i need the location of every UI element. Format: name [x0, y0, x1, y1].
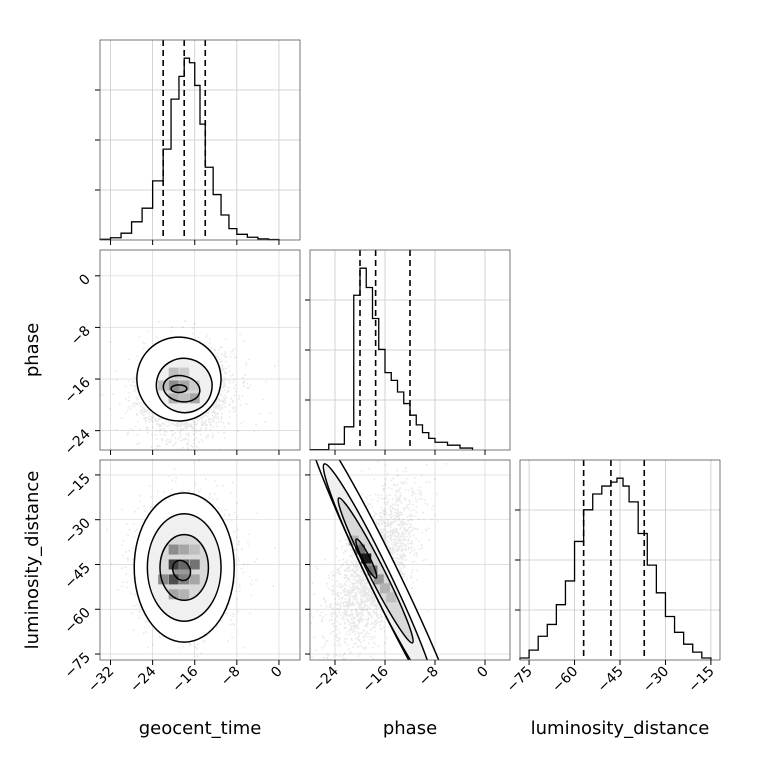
density-cell — [355, 544, 365, 555]
density-cell — [168, 574, 179, 585]
density-cell — [179, 393, 190, 404]
density-cell — [348, 535, 359, 546]
histogram-bars-geocent_time — [99, 57, 280, 241]
density-cell — [189, 574, 200, 585]
histogram-bars-phase — [309, 267, 474, 451]
density-cell — [168, 393, 179, 404]
y-axis-title-phase: phase — [22, 323, 43, 377]
density-cell — [189, 544, 200, 555]
scatter-1-frame — [99, 459, 301, 661]
x-axis-title-geocent-time: geocent_time — [139, 718, 262, 739]
x-axis-title-phase: phase — [383, 718, 437, 739]
scatter-panel-geocent_time-phase: 0−8−16−24 — [62, 249, 301, 458]
density-cell — [179, 589, 190, 600]
density-cell — [168, 544, 179, 555]
panel-content — [100, 250, 300, 450]
histogram-phase-frame — [309, 249, 511, 451]
density-cell — [179, 544, 190, 555]
histogram-panel-geocent_time — [95, 39, 301, 245]
scatter-0-frame — [99, 249, 301, 451]
contour-line-2 — [337, 497, 414, 644]
density-cell — [168, 589, 179, 600]
density-cell — [373, 574, 384, 585]
x-axis-title-luminosity-distance: luminosity_distance — [531, 718, 710, 739]
panel-content — [100, 460, 300, 660]
contour-line-1 — [146, 512, 222, 622]
density-cell — [179, 559, 190, 570]
contour-line-3 — [170, 384, 188, 394]
contour-line-1 — [322, 463, 435, 660]
density-cell — [386, 592, 397, 603]
histogram-geocent_time-frame — [99, 39, 301, 241]
contour-line-2 — [162, 374, 201, 403]
density-cell — [380, 583, 390, 594]
contour-line-2 — [159, 533, 210, 602]
contour-line-3 — [171, 559, 192, 582]
density-cell — [158, 574, 169, 585]
contour-line-1 — [155, 357, 213, 414]
scatter-2-frame — [309, 459, 511, 661]
panel-content — [310, 460, 510, 660]
contour-line-3 — [355, 538, 378, 579]
density-cell — [189, 559, 200, 570]
y-axis-title-luminosity-distance: luminosity_distance — [22, 471, 43, 650]
contour-line-0 — [133, 492, 235, 643]
histogram-panel-phase — [305, 249, 511, 455]
density-cell — [179, 367, 190, 378]
density-cell — [361, 553, 372, 564]
histogram-bars-luminosity_distance — [519, 477, 712, 660]
density-cell — [168, 367, 179, 378]
density-cell — [179, 574, 190, 585]
contour-line-0 — [136, 336, 222, 422]
density-cell — [367, 565, 378, 576]
density-cell — [189, 380, 200, 391]
